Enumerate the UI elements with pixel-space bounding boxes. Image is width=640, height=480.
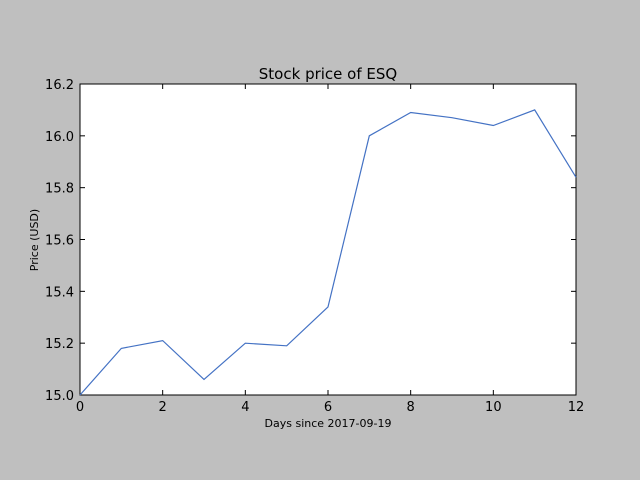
x-tick-label: 6 xyxy=(324,400,332,415)
y-tick-labels: 15.0 15.2 15.4 15.6 15.8 16.0 16.2 xyxy=(45,78,74,404)
y-tick-label: 15.2 xyxy=(45,337,74,352)
x-tick-labels: 0 2 4 6 8 10 12 xyxy=(76,400,584,415)
x-tick-label: 2 xyxy=(159,400,167,415)
price-series-line xyxy=(79,109,577,396)
x-axis-label: Days since 2017-09-19 xyxy=(265,417,392,430)
x-tick-label: 12 xyxy=(568,400,585,415)
y-tick-label: 16.2 xyxy=(45,78,74,93)
x-tick-label: 10 xyxy=(485,400,502,415)
y-tick-label: 15.8 xyxy=(45,182,74,197)
x-tick-label: 4 xyxy=(241,400,249,415)
y-tick-label: 15.6 xyxy=(45,234,74,249)
y-tick-label: 16.0 xyxy=(45,130,74,145)
x-tick-label: 8 xyxy=(407,400,415,415)
x-tick-label: 0 xyxy=(76,400,84,415)
chart-title: Stock price of ESQ xyxy=(259,65,397,83)
tick-marks xyxy=(79,83,577,396)
y-axis-label: Price (USD) xyxy=(28,209,41,271)
plot-area xyxy=(79,83,577,396)
series-layer xyxy=(79,109,577,396)
y-tick-label: 15.0 xyxy=(45,389,74,404)
y-tick-label: 15.4 xyxy=(45,285,74,300)
